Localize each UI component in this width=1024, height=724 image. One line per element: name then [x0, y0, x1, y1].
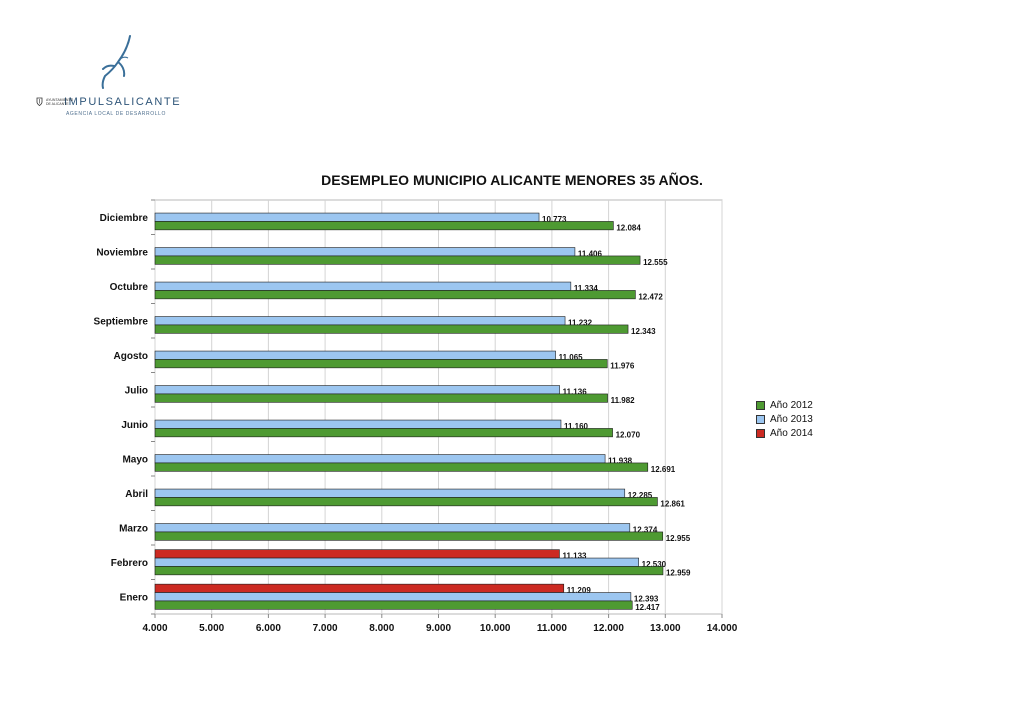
data-label: 12.530: [642, 560, 667, 569]
data-label: 11.976: [610, 361, 635, 370]
x-tick-label: 10.000: [480, 623, 511, 634]
bar: [154, 592, 632, 602]
x-tick-label: 7.000: [313, 623, 338, 634]
y-category-label: Enero: [120, 592, 148, 603]
impulsalicante-logo: IMPULSALICANTE AGENCIA LOCAL DE DESARROL…: [58, 32, 180, 142]
bar: [154, 549, 560, 559]
chart-title: DESEMPLEO MUNICIPIO ALICANTE MENORES 35 …: [321, 172, 703, 188]
bar: [154, 350, 556, 360]
data-label: 11.133: [562, 552, 587, 561]
bar: [154, 454, 606, 464]
x-tick-label: 14.000: [707, 623, 738, 634]
legend-swatch: [756, 428, 765, 438]
y-category-label: Abril: [125, 489, 148, 500]
data-label: 12.959: [666, 568, 691, 577]
seal-icon: [36, 97, 43, 106]
data-label: 12.084: [616, 223, 641, 232]
bar: [154, 290, 636, 300]
data-label: 12.285: [628, 491, 653, 500]
data-label: 12.070: [616, 430, 641, 439]
y-category-label: Febrero: [111, 558, 148, 569]
x-tick-label: 9.000: [426, 623, 451, 634]
bar: [154, 557, 639, 567]
bar: [154, 523, 631, 533]
data-label: 11.065: [559, 353, 584, 362]
chart-legend: Año 2012 Año 2013 Año 2014: [756, 398, 813, 440]
legend-label: Año 2012: [770, 399, 813, 411]
bar: [154, 600, 633, 610]
bar: [154, 566, 664, 576]
data-label: 12.343: [631, 327, 656, 336]
bar: [154, 393, 608, 403]
data-label: 11.136: [563, 387, 588, 396]
data-label: 12.417: [635, 603, 660, 612]
x-tick-label: 6.000: [256, 623, 281, 634]
x-tick-label: 11.000: [537, 623, 567, 634]
legend-item: Año 2014: [756, 426, 813, 440]
bar: [154, 583, 565, 593]
data-label: 12.374: [633, 525, 658, 534]
x-tick-label: 4.000: [142, 623, 167, 634]
x-tick-label: 8.000: [369, 623, 394, 634]
data-label: 12.393: [634, 594, 659, 603]
legend-swatch: [756, 400, 765, 410]
data-label: 11.938: [608, 456, 633, 465]
y-category-label: Diciembre: [100, 213, 149, 224]
y-category-label: Octubre: [110, 282, 149, 293]
y-category-label: Agosto: [114, 351, 148, 362]
legend-label: Año 2014: [770, 427, 813, 439]
legend-item: Año 2013: [756, 412, 813, 426]
data-label: 11.334: [574, 284, 599, 293]
swimmer-icon: [101, 35, 131, 89]
data-label: 11.982: [611, 396, 636, 405]
bar: [154, 247, 576, 257]
y-category-label: Septiembre: [94, 316, 149, 327]
data-label: 11.406: [578, 249, 603, 258]
bar: [154, 462, 649, 472]
bar: [154, 221, 614, 231]
data-label: 12.555: [643, 258, 668, 267]
bar: [154, 488, 626, 498]
brand-name: IMPULSALICANTE: [64, 96, 182, 108]
bar: [154, 324, 629, 334]
y-category-label: Julio: [125, 385, 148, 396]
data-label: 12.861: [660, 499, 685, 508]
legend-label: Año 2013: [770, 413, 813, 425]
bar: [154, 281, 572, 291]
bar: [154, 385, 560, 395]
bar: [154, 255, 641, 265]
y-category-label: Junio: [121, 420, 148, 431]
brand-subtitle: AGENCIA LOCAL DE DESARROLLO: [66, 111, 166, 117]
x-tick-label: 5.000: [199, 623, 224, 634]
bar: [154, 497, 658, 507]
data-label: 12.472: [638, 292, 663, 301]
y-category-label: Noviembre: [96, 247, 148, 258]
bar: [154, 428, 613, 438]
bar: [154, 419, 562, 429]
data-label: 12.691: [651, 465, 676, 474]
x-tick-label: 13.000: [650, 623, 681, 634]
data-label: 11.209: [567, 586, 592, 595]
legend-swatch: [756, 414, 765, 424]
y-category-label: Mayo: [122, 454, 148, 465]
bar: [154, 531, 664, 541]
bar: [154, 212, 540, 222]
bar: [154, 316, 566, 326]
x-tick-label: 12.000: [593, 623, 624, 634]
y-category-label: Marzo: [119, 523, 148, 534]
data-label: 11.232: [568, 318, 593, 327]
data-label: 10.773: [542, 215, 567, 224]
data-label: 11.160: [564, 422, 589, 431]
data-label: 12.955: [666, 534, 691, 543]
bar: [154, 359, 608, 369]
legend-item: Año 2012: [756, 398, 813, 412]
seal-text: AYUNTAMIENTO DE ALICANTE: [46, 98, 74, 106]
